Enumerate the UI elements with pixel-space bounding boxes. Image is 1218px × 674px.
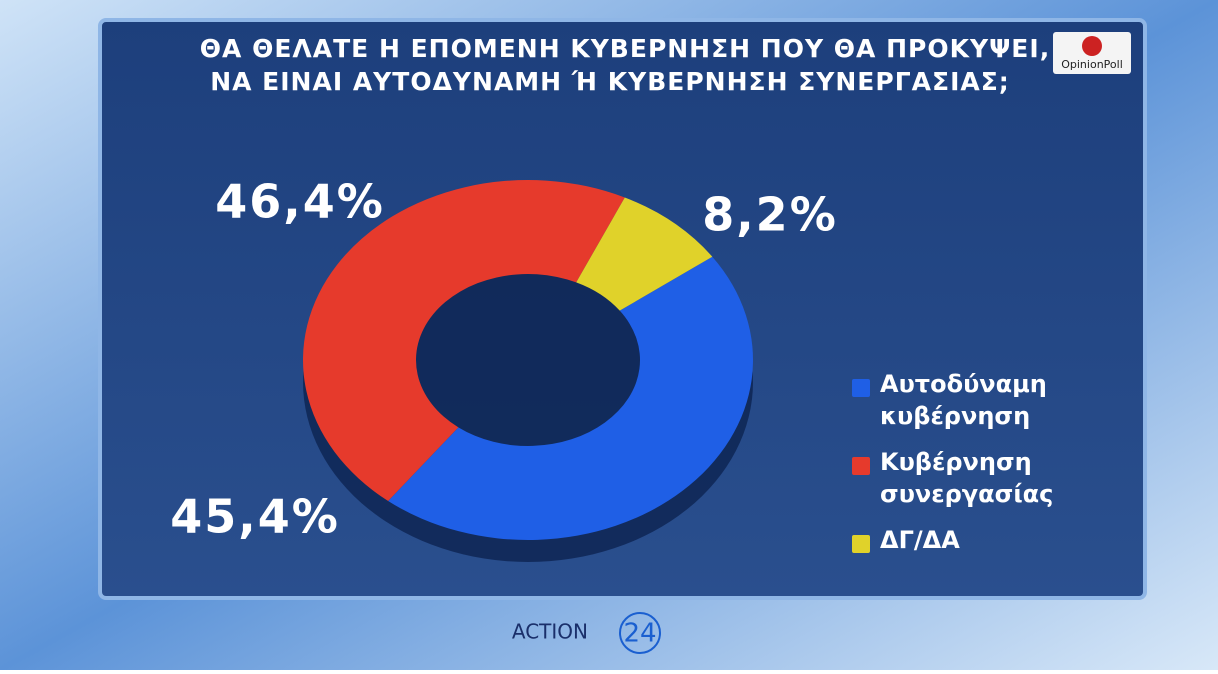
source-name: OpinionPoll — [1061, 58, 1123, 71]
legend: Αυτοδύναμη κυβέρνηση Κυβέρνηση συνεργασία… — [852, 370, 1054, 554]
slice — [303, 179, 625, 501]
value-label: 46,4% — [215, 175, 385, 229]
legend-entry: Κυβέρνηση συνεργασίας — [880, 448, 1054, 508]
value-label: 8,2% — [702, 188, 838, 242]
legend-label: Αυτοδύναμη κυβέρνηση — [880, 370, 1047, 430]
source-logo-mark — [1082, 36, 1102, 56]
value-label: 45,4% — [170, 490, 340, 544]
legend-label: ΔΓ/ΔΑ — [880, 526, 960, 554]
channel-ring — [619, 612, 661, 654]
chart-title: ΘΑ ΘΕΛΑΤΕ Η ΕΠΟΜΕΝΗ ΚΥΒΕΡΝΗΣΗ ΠΟΥ ΘΑ ΠΡΟ… — [200, 34, 1050, 63]
slice — [388, 256, 753, 540]
legend-swatch — [852, 457, 870, 475]
chart-title: ΝΑ ΕΙΝΑΙ ΑΥΤΟΔΥΝΑΜΗ Ή ΚΥΒΕΡΝΗΣΗ ΣΥΝΕΡΓΑΣ… — [210, 67, 1010, 96]
legend-entry: ΔΓ/ΔΑ — [880, 526, 960, 554]
slice — [576, 197, 713, 311]
legend-label: Κυβέρνηση συνεργασίας — [880, 448, 1054, 508]
legend-entry: Αυτοδύναμη κυβέρνηση — [880, 370, 1047, 430]
donut: 45,4% 46,4% 8,2% — [170, 175, 838, 544]
legend-swatch — [852, 379, 870, 397]
channel-name: ACTION — [512, 620, 588, 644]
channel-number: 24 — [623, 619, 656, 649]
legend-swatch — [852, 535, 870, 553]
